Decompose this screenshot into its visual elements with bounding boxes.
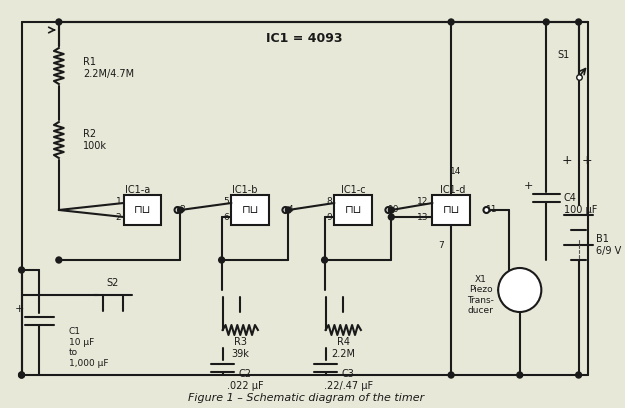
Text: +: +	[15, 304, 24, 313]
Text: S1: S1	[558, 50, 570, 60]
Text: ⊓⊔: ⊓⊔	[241, 205, 259, 215]
Text: 14: 14	[451, 168, 462, 177]
Text: C2
.022 μF: C2 .022 μF	[227, 369, 264, 391]
Circle shape	[388, 214, 394, 220]
Circle shape	[56, 257, 62, 263]
Text: R4
2.2M: R4 2.2M	[331, 337, 355, 359]
Circle shape	[388, 207, 394, 213]
Circle shape	[219, 257, 224, 263]
Circle shape	[498, 268, 541, 312]
FancyBboxPatch shape	[124, 195, 161, 225]
Text: ⊓⊔: ⊓⊔	[134, 205, 151, 215]
Circle shape	[543, 19, 549, 25]
Circle shape	[576, 372, 581, 378]
Text: C4
100 μF: C4 100 μF	[564, 193, 598, 215]
Text: IC1-b: IC1-b	[232, 185, 258, 195]
Text: ⊓⊔: ⊓⊔	[442, 205, 460, 215]
Text: 13: 13	[417, 213, 428, 222]
Text: R1
2.2M/4.7M: R1 2.2M/4.7M	[83, 57, 134, 79]
Text: +: +	[524, 181, 533, 191]
Text: 9: 9	[327, 213, 332, 222]
Circle shape	[174, 207, 181, 213]
Text: 7: 7	[438, 242, 444, 251]
Circle shape	[19, 372, 24, 378]
Text: C1
10 μF
to
1,000 μF: C1 10 μF to 1,000 μF	[69, 328, 108, 368]
Text: 10: 10	[388, 206, 399, 215]
Text: 3: 3	[179, 206, 185, 215]
Circle shape	[322, 257, 328, 263]
Circle shape	[56, 19, 62, 25]
Text: IC1-d: IC1-d	[441, 185, 466, 195]
Text: C3
.22/.47 μF: C3 .22/.47 μF	[324, 369, 372, 391]
Circle shape	[19, 372, 24, 378]
Text: X1
Piezo
Trans-
ducer: X1 Piezo Trans- ducer	[467, 275, 494, 315]
Text: S2: S2	[107, 278, 119, 288]
Text: B1
6/9 V: B1 6/9 V	[596, 234, 621, 256]
Circle shape	[517, 372, 522, 378]
Text: 11: 11	[486, 206, 497, 215]
Circle shape	[448, 19, 454, 25]
Text: 8: 8	[327, 197, 332, 206]
Text: R3
39k: R3 39k	[231, 337, 249, 359]
FancyBboxPatch shape	[432, 195, 470, 225]
Text: ⊓⊔: ⊓⊔	[344, 205, 362, 215]
FancyBboxPatch shape	[334, 195, 372, 225]
Text: 12: 12	[417, 197, 428, 206]
Text: IC1-a: IC1-a	[124, 185, 150, 195]
Text: +: +	[561, 153, 572, 166]
Circle shape	[286, 207, 291, 213]
Circle shape	[484, 207, 489, 213]
Text: 2: 2	[116, 213, 121, 222]
Circle shape	[576, 19, 581, 25]
Text: Figure 1 – Schematic diagram of the timer: Figure 1 – Schematic diagram of the time…	[188, 393, 424, 403]
Text: R2
100k: R2 100k	[83, 129, 107, 151]
Text: IC1-c: IC1-c	[341, 185, 366, 195]
Text: 4: 4	[288, 206, 293, 215]
Circle shape	[177, 207, 183, 213]
FancyBboxPatch shape	[231, 195, 269, 225]
Text: 6: 6	[224, 213, 229, 222]
Circle shape	[386, 207, 391, 213]
Text: +: +	[581, 153, 592, 166]
Circle shape	[282, 207, 288, 213]
Text: IC1 = 4093: IC1 = 4093	[266, 31, 342, 44]
Text: 5: 5	[224, 197, 229, 206]
Circle shape	[19, 267, 24, 273]
Text: 1: 1	[116, 197, 121, 206]
Circle shape	[448, 372, 454, 378]
